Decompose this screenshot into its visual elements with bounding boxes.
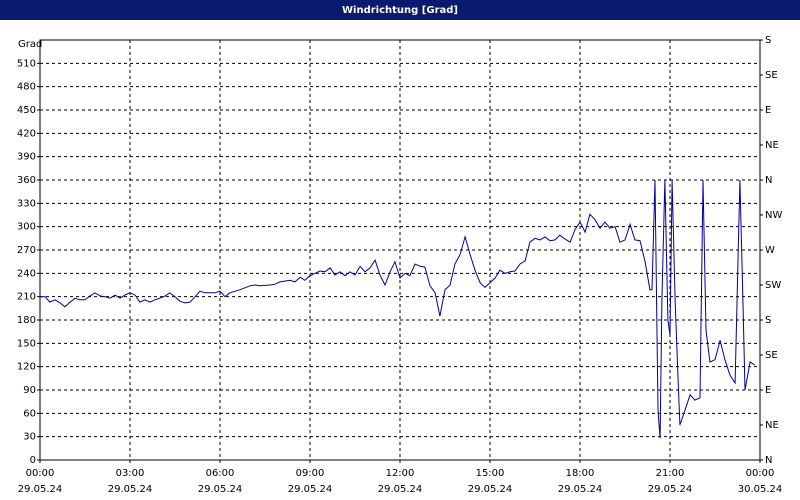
- y-tick-label: 330: [17, 198, 36, 209]
- y-tick-label: 60: [23, 408, 36, 419]
- x-tick-label: 06:00: [206, 468, 235, 479]
- y2-tick-label: N: [765, 175, 772, 186]
- x-tick-label: 18:00: [566, 468, 595, 479]
- x-tick-date: 29.05.24: [378, 484, 423, 495]
- y2-tick-label: SE: [765, 350, 778, 361]
- x-tick-date: 29.05.24: [198, 484, 243, 495]
- x-tick-date: 29.05.24: [558, 484, 603, 495]
- y-tick-label: 360: [17, 175, 36, 186]
- x-tick-date: 29.05.24: [18, 484, 63, 495]
- y2-tick-label: E: [765, 105, 771, 116]
- y-tick-label: 390: [17, 152, 36, 163]
- y-tick-label: 0: [30, 455, 36, 466]
- y-tick-label: 240: [17, 268, 36, 279]
- x-tick-label: 00:00: [26, 468, 55, 479]
- x-tick-label: 03:00: [116, 468, 145, 479]
- y-tick-label: 180: [17, 315, 36, 326]
- y-tick-label: 90: [23, 385, 36, 396]
- y2-tick-label: E: [765, 385, 771, 396]
- y2-tick-label: NE: [765, 420, 779, 431]
- x-tick-label: 21:00: [656, 468, 685, 479]
- y2-tick-label: S: [765, 315, 771, 326]
- y-tick-label: 510: [17, 58, 36, 69]
- y-axis-label: Grad: [18, 39, 42, 50]
- data-line: [40, 179, 756, 439]
- y2-tick-label: NE: [765, 140, 779, 151]
- y2-tick-label: SW: [765, 280, 781, 291]
- y2-tick-label: N: [765, 455, 772, 466]
- y2-tick-label: S: [765, 35, 771, 46]
- x-tick-date: 29.05.24: [108, 484, 153, 495]
- y-tick-label: 120: [17, 362, 36, 373]
- y-tick-label: 450: [17, 105, 36, 116]
- y-tick-label: 270: [17, 245, 36, 256]
- y-tick-label: 210: [17, 292, 36, 303]
- x-tick-label: 09:00: [296, 468, 325, 479]
- y2-tick-label: NW: [765, 210, 782, 221]
- title-bar: [0, 0, 800, 20]
- y-tick-label: 300: [17, 222, 36, 233]
- x-tick-date: 30.05.24: [738, 484, 783, 495]
- y-tick-label: 30: [23, 432, 36, 443]
- y-tick-label: 420: [17, 128, 36, 139]
- y2-tick-label: W: [765, 245, 775, 256]
- x-tick-label: 15:00: [476, 468, 505, 479]
- y-tick-label: 150: [17, 338, 36, 349]
- x-tick-label: 00:00: [746, 468, 775, 479]
- x-tick-label: 12:00: [386, 468, 415, 479]
- y-tick-label: 480: [17, 82, 36, 93]
- x-tick-date: 29.05.24: [648, 484, 693, 495]
- x-tick-date: 29.05.24: [288, 484, 333, 495]
- chart-title: Windrichtung [Grad]: [342, 5, 458, 16]
- x-tick-date: 29.05.24: [468, 484, 513, 495]
- y2-tick-label: SE: [765, 70, 778, 81]
